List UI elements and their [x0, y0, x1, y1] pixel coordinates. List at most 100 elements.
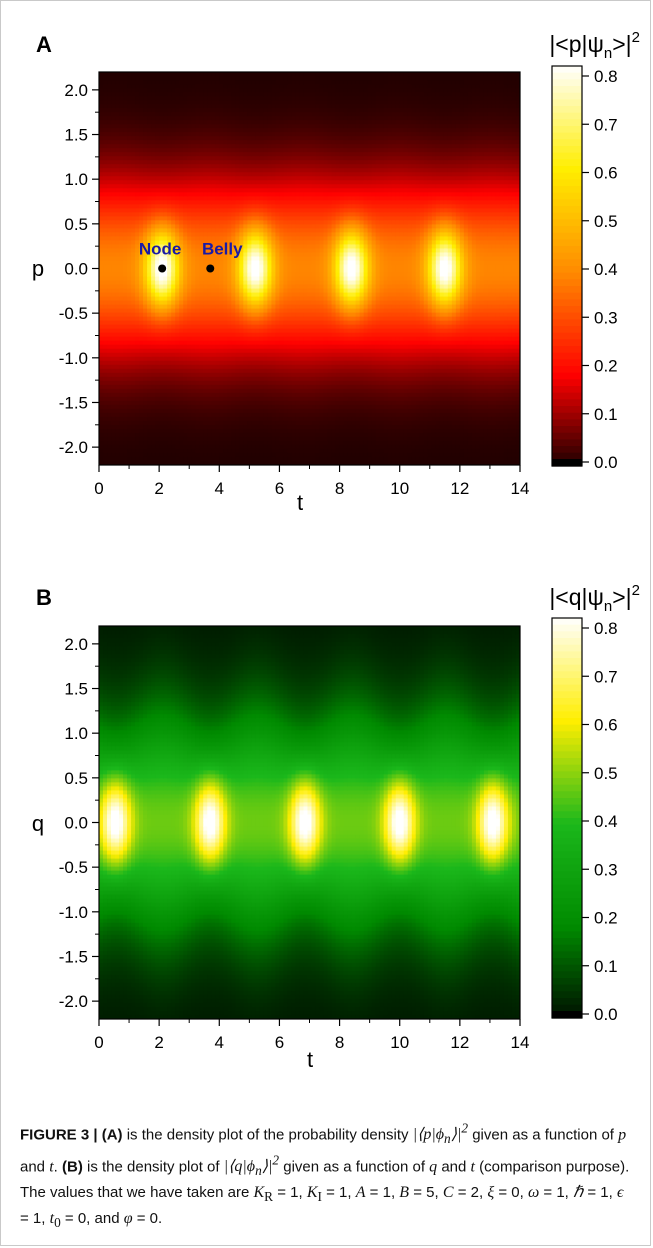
heatmap-cell [207, 116, 212, 121]
heatmap-cell [159, 436, 164, 442]
heatmap-cell [275, 192, 281, 197]
heatmap-cell [123, 216, 128, 221]
heatmap-cell [163, 456, 168, 462]
heatmap-cell [151, 324, 156, 330]
heatmap-cell [235, 188, 240, 193]
heatmap-cell [159, 72, 164, 77]
heatmap-cell [183, 304, 188, 310]
heatmap-cell [247, 80, 252, 85]
heatmap-cell [99, 308, 104, 314]
heatmap-cell [143, 104, 148, 109]
heatmap-cell [167, 384, 172, 390]
heatmap-cell [267, 348, 273, 354]
heatmap-cell [127, 240, 132, 246]
heatmap-cell [227, 440, 232, 446]
heatmap-cell [191, 248, 196, 254]
heatmap-cell [111, 456, 116, 462]
heatmap-cell [171, 248, 176, 254]
heatmap-cell [195, 80, 200, 85]
heatmap-cell [267, 124, 273, 129]
heatmap-cell [179, 332, 184, 338]
heatmap-cell [247, 456, 252, 462]
heatmap-cell [215, 372, 220, 378]
heatmap-cell [219, 180, 224, 185]
heatmap-cell [291, 368, 297, 374]
heatmap-cell [271, 84, 277, 89]
heatmap-cell [147, 284, 152, 290]
heatmap-cell [111, 408, 116, 414]
heatmap-cell [295, 292, 301, 298]
heatmap-cell [291, 416, 297, 422]
heatmap-cell [259, 376, 264, 382]
heatmap-cell [163, 444, 168, 450]
heatmap-cell [283, 196, 289, 201]
heatmap-cell [183, 388, 188, 394]
heatmap-cell [227, 200, 232, 205]
heatmap-cell [111, 320, 116, 326]
heatmap-cell [143, 88, 148, 93]
heatmap-cell [183, 416, 188, 422]
heatmap-cell [219, 240, 224, 246]
heatmap-cell [255, 184, 260, 189]
heatmap-cell [179, 320, 184, 326]
heatmap-cell [119, 316, 124, 322]
heatmap-cell [263, 172, 268, 177]
heatmap-cell [223, 160, 228, 165]
heatmap-cell [199, 140, 204, 145]
heatmap-cell [235, 92, 240, 97]
heatmap-cell [203, 304, 208, 310]
heatmap-cell [135, 100, 140, 105]
heatmap-cell [99, 432, 104, 438]
heatmap-cell [115, 384, 120, 390]
heatmap-cell [199, 148, 204, 153]
heatmap-cell [271, 120, 277, 125]
heatmap-cell [195, 156, 200, 161]
heatmap-cell [259, 240, 264, 246]
heatmap-cell [231, 348, 236, 354]
heatmap-cell [195, 396, 200, 402]
heatmap-cell [135, 336, 140, 342]
heatmap-cell [251, 84, 256, 89]
heatmap-cell [219, 244, 224, 250]
heatmap-cell [127, 192, 132, 197]
heatmap-cell [183, 404, 188, 410]
heatmap-cell [291, 304, 297, 310]
heatmap-cell [227, 304, 232, 310]
heatmap-cell [103, 136, 108, 141]
heatmap-cell [179, 180, 184, 185]
heatmap-cell [155, 420, 160, 426]
heatmap-cell [167, 336, 172, 342]
heatmap-cell [147, 408, 152, 414]
heatmap-cell [115, 336, 120, 342]
heatmap-cell [175, 160, 180, 165]
heatmap-cell [191, 232, 196, 238]
heatmap-cell [119, 324, 124, 330]
heatmap-cell [151, 188, 156, 193]
heatmap-cell [291, 308, 297, 314]
heatmap-cell [167, 160, 172, 165]
heatmap-cell [103, 320, 108, 326]
heatmap-cell [107, 196, 112, 201]
heatmap-cell [287, 392, 293, 398]
heatmap-cell [151, 220, 156, 225]
heatmap-cell [231, 276, 236, 282]
heatmap-cell [119, 424, 124, 430]
heatmap-cell [171, 320, 176, 326]
heatmap-cell [111, 392, 116, 398]
heatmap-cell [251, 104, 256, 109]
heatmap-cell [299, 384, 305, 390]
heatmap-cell [251, 148, 256, 153]
heatmap-cell [115, 80, 120, 85]
heatmap-cell [291, 120, 297, 125]
heatmap-cell [123, 208, 128, 213]
heatmap-cell [239, 212, 244, 217]
heatmap-cell [235, 276, 240, 282]
heatmap-cell [207, 260, 212, 266]
heatmap-cell [211, 324, 216, 330]
heatmap-cell [287, 456, 293, 462]
heatmap-cell [271, 336, 277, 342]
heatmap-cell [227, 168, 232, 173]
heatmap-cell [163, 252, 168, 258]
heatmap-cell [223, 88, 228, 93]
heatmap-cell [275, 328, 281, 334]
